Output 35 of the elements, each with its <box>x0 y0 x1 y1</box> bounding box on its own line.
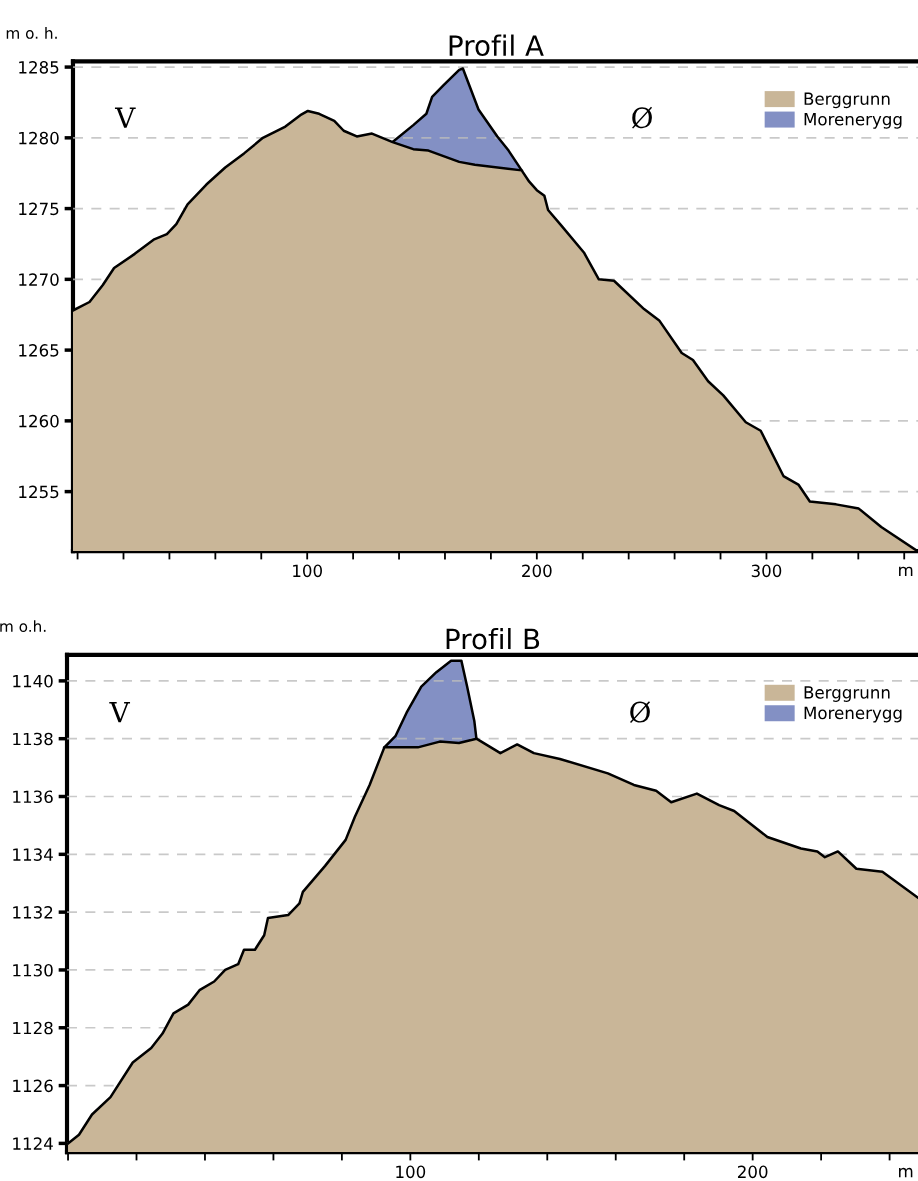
annotation: Ø <box>632 106 653 129</box>
y-tick-label: 1265 <box>19 344 59 357</box>
x-axis-title: m <box>899 566 913 576</box>
y-tick-label: 1124 <box>13 1137 53 1150</box>
y-tick-label: 1130 <box>13 963 53 977</box>
chart-title: Profil B <box>446 627 540 650</box>
y-tick-label: 1140 <box>13 674 53 688</box>
x-tick-label: 100 <box>293 564 322 578</box>
y-tick-label: 1275 <box>19 202 59 216</box>
y-tick-label: 1136 <box>13 790 53 804</box>
x-tick-label: 200 <box>737 1165 768 1179</box>
y-tick-label: 1138 <box>13 732 53 746</box>
annotation: V <box>114 107 136 128</box>
x-tick-label: 200 <box>522 564 552 578</box>
legend-label: Morenerygg <box>804 706 902 723</box>
y-tick-label: 1134 <box>13 848 53 861</box>
y-axis-title: m o.h. <box>0 620 46 633</box>
y-tick-label: 1132 <box>13 906 53 919</box>
y-tick-label: 1128 <box>13 1021 53 1035</box>
x-axis-title: m <box>899 1167 913 1178</box>
y-axis-title: m o. h. <box>6 27 57 39</box>
y-tick-label: 1285 <box>19 61 59 74</box>
annotation: Ø <box>630 701 651 723</box>
chart-title: Profil A <box>449 34 544 57</box>
y-tick-label: 1126 <box>13 1079 53 1093</box>
x-tick-label: 300 <box>751 564 782 578</box>
y-tick-label: 1255 <box>19 485 59 499</box>
y-tick-label: 1270 <box>19 273 59 286</box>
legend-label: Berggrunn <box>804 92 890 109</box>
x-tick-label: 100 <box>396 1165 426 1179</box>
legend-label: Morenerygg <box>804 113 902 129</box>
legend-label: Berggrunn <box>804 686 890 702</box>
annotation: V <box>109 701 131 723</box>
y-tick-label: 1280 <box>19 131 59 145</box>
y-tick-label: 1260 <box>19 414 59 428</box>
